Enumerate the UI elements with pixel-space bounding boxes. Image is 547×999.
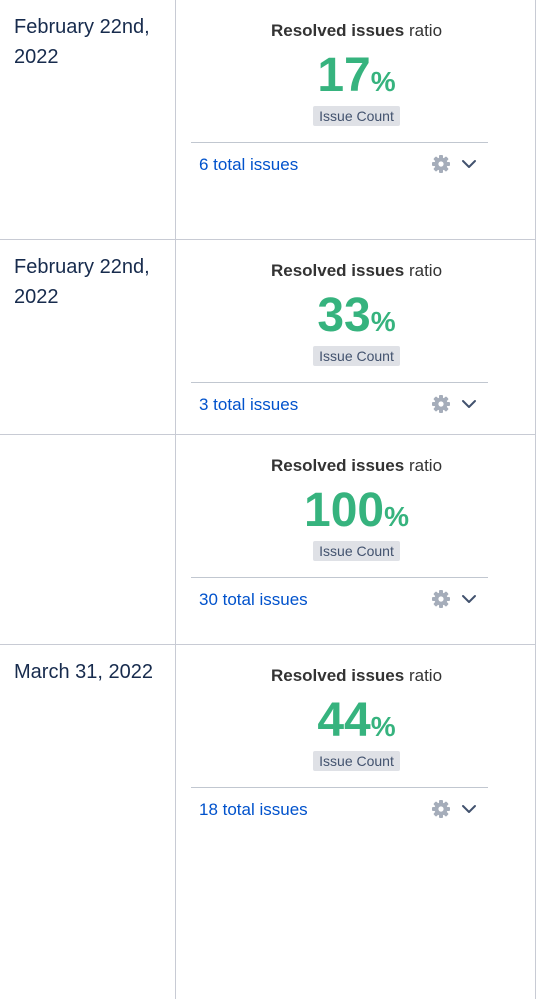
chevron-down-icon[interactable] (461, 800, 477, 818)
gadget-title-bold: Resolved issues (270, 21, 405, 40)
total-issues-link[interactable]: 3 total issues (199, 395, 299, 414)
gadget-title-rest: ratio (408, 261, 443, 280)
ratio-number: 17 (317, 49, 371, 102)
date-cell: February 22nd, 2022 (0, 0, 176, 239)
gadget-title: Resolved issues ratio (190, 455, 523, 477)
gear-icon[interactable] (431, 154, 451, 174)
gadget-title-rest: ratio (408, 666, 443, 685)
gadget-footer: 6 total issues (191, 142, 488, 187)
issue-count-badge: Issue Count (313, 541, 400, 561)
gear-icon[interactable] (431, 394, 451, 414)
total-issues-link[interactable]: 18 total issues (199, 800, 308, 819)
gadget-title-rest: ratio (408, 456, 443, 475)
ratio-number: 44 (317, 694, 371, 747)
gadget-title: Resolved issues ratio (190, 665, 523, 687)
ratio-value: 100% (190, 483, 523, 550)
chevron-down-icon[interactable] (461, 590, 477, 608)
chevron-down-icon[interactable] (461, 155, 477, 173)
table-row: March 31, 2022 Resolved issues ratio 44%… (0, 645, 536, 999)
issue-count-badge: Issue Count (313, 346, 400, 366)
date-cell: March 31, 2022 (0, 645, 176, 999)
gadget-title: Resolved issues ratio (190, 20, 523, 42)
gadget-title-bold: Resolved issues (270, 666, 405, 685)
table-row: Resolved issues ratio 100% Issue Count 3… (0, 435, 536, 645)
date-cell (0, 435, 176, 644)
gadget-title: Resolved issues ratio (190, 260, 523, 282)
date-cell: February 22nd, 2022 (0, 240, 176, 434)
ratio-unit: % (384, 501, 409, 532)
gadget-footer: 18 total issues (191, 787, 488, 832)
ratio-number: 33 (317, 289, 371, 342)
gadget-title-bold: Resolved issues (270, 456, 405, 475)
ratio-value: 17% (190, 48, 523, 115)
issue-count-badge: Issue Count (313, 751, 400, 771)
ratio-number: 100 (304, 484, 385, 537)
table-row: February 22nd, 2022 Resolved issues rati… (0, 0, 536, 240)
chevron-down-icon[interactable] (461, 395, 477, 413)
issue-count-badge: Issue Count (313, 106, 400, 126)
gadget-footer: 3 total issues (191, 382, 488, 427)
ratio-value: 33% (190, 288, 523, 355)
gadget-title-bold: Resolved issues (270, 261, 405, 280)
table-row: February 22nd, 2022 Resolved issues rati… (0, 240, 536, 435)
total-issues-link[interactable]: 30 total issues (199, 590, 308, 609)
gadget-title-rest: ratio (408, 21, 443, 40)
resolved-ratio-gadget: Resolved issues ratio 44% Issue Count 18… (176, 645, 536, 999)
gadget-footer: 30 total issues (191, 577, 488, 622)
ratio-unit: % (370, 306, 396, 337)
total-issues-link[interactable]: 6 total issues (199, 155, 299, 174)
ratio-value: 44% (190, 693, 523, 760)
ratio-unit: % (370, 66, 396, 97)
gear-icon[interactable] (431, 799, 451, 819)
resolved-ratio-gadget: Resolved issues ratio 33% Issue Count 3 … (176, 240, 536, 434)
resolved-ratio-gadget: Resolved issues ratio 17% Issue Count 6 … (176, 0, 536, 239)
ratio-unit: % (370, 711, 396, 742)
issues-table: February 22nd, 2022 Resolved issues rati… (0, 0, 536, 999)
gear-icon[interactable] (431, 589, 451, 609)
resolved-ratio-gadget: Resolved issues ratio 100% Issue Count 3… (176, 435, 536, 644)
